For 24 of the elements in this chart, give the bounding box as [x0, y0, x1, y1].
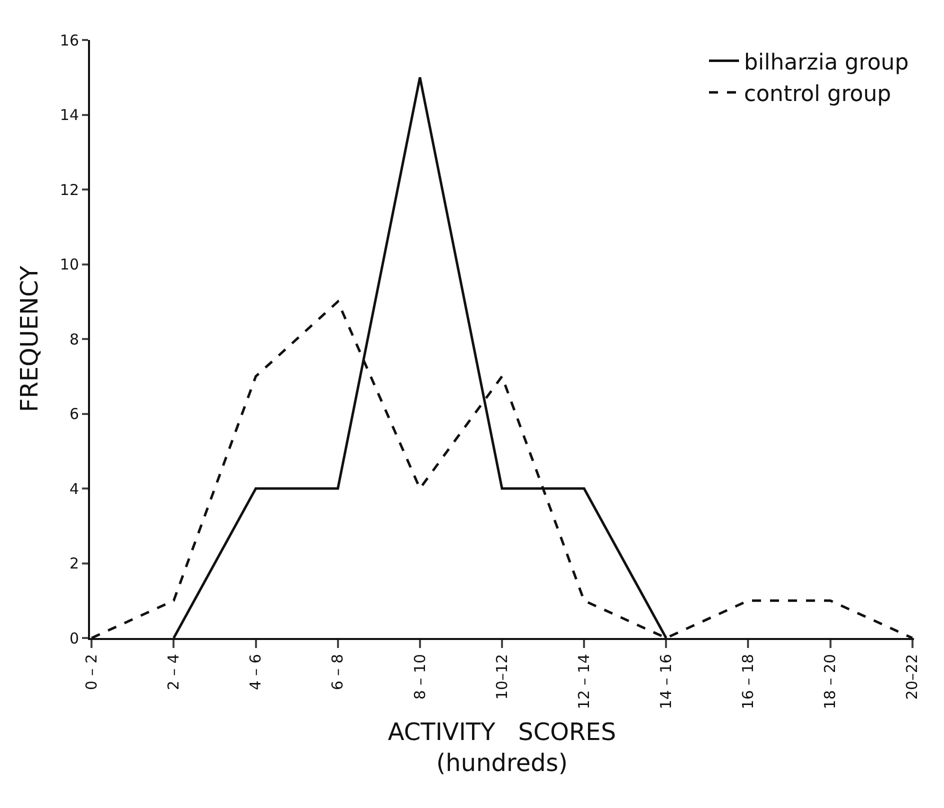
y-tick-label: 8 — [69, 330, 79, 348]
x-tick-label: 14 – 16 — [657, 654, 676, 710]
x-tick-label: 20–22 — [903, 654, 922, 700]
y-tick-label: 16 — [60, 31, 79, 50]
y-tick-label: 12 — [60, 180, 79, 199]
y-tick-label: 0 — [69, 629, 79, 648]
legend-label: bilharzia group — [744, 50, 909, 76]
y-tick-label: 2 — [69, 554, 79, 572]
y-tick-label: 4 — [69, 480, 79, 498]
y-tick-label: 14 — [60, 106, 79, 124]
y-axis-title: FREQUENCY — [16, 266, 44, 412]
x-tick-label: 6 – 8 — [328, 654, 347, 690]
x-tick-label: 2 – 4 — [164, 654, 183, 690]
legend-label: control group — [744, 82, 892, 107]
y-tick-label: 6 — [69, 405, 79, 423]
x-tick-label: 0 – 2 — [82, 654, 101, 690]
x-tick-label: 18 – 20 — [821, 654, 840, 710]
x-tick-label: 12 – 14 — [574, 654, 593, 710]
x-tick-label: 10–12 — [492, 654, 511, 700]
x-axis-title: ACTIVITY SCORES (hundreds) — [388, 718, 616, 778]
x-tick-label: 8 – 10 — [410, 654, 429, 700]
x-tick-label: 16 – 18 — [739, 654, 758, 710]
x-tick-label: 4 – 6 — [246, 654, 265, 690]
y-tick-label: 10 — [60, 256, 79, 274]
